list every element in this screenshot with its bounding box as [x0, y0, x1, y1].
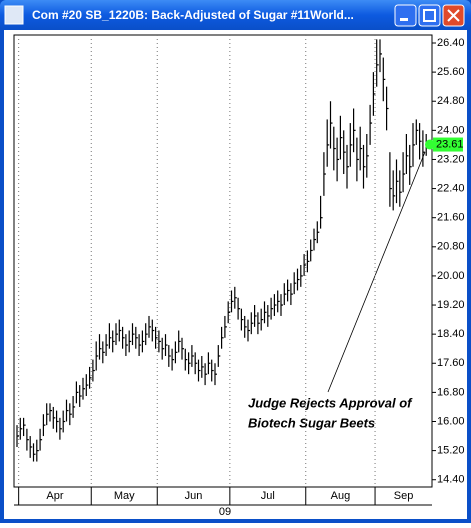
y-tick-label: 22.40	[437, 182, 465, 194]
maximize-icon	[423, 9, 436, 22]
close-icon	[447, 9, 460, 22]
y-tick-label: 15.20	[437, 445, 465, 457]
last-price-dot	[425, 139, 435, 150]
y-tick-label: 24.00	[437, 124, 465, 136]
y-tick-label: 20.00	[437, 270, 465, 282]
annotation-line: Judge Rejects Approval of	[248, 395, 413, 410]
annotation-arrow	[327, 151, 426, 393]
x-tick-label: Jun	[185, 490, 203, 502]
y-tick-label: 20.80	[437, 241, 465, 253]
y-tick-label: 21.60	[437, 212, 465, 224]
plot-frame	[13, 34, 433, 488]
window-title: Com #20 SB_1220B: Back-Adjusted of Sugar…	[32, 8, 354, 22]
y-tick-label: 19.20	[437, 299, 465, 311]
x-tick-label: Jul	[261, 490, 275, 502]
y-tick-label: 17.60	[437, 357, 465, 369]
maximize-button[interactable]	[418, 4, 441, 27]
last-price-label: 23.61	[436, 138, 464, 150]
x-tick-label: Apr	[46, 490, 63, 502]
annotation-line: Biotech Sugar Beets	[248, 415, 375, 430]
window-icon	[4, 5, 24, 25]
y-tick-label: 16.00	[437, 415, 465, 427]
y-tick-label: 23.20	[437, 153, 465, 165]
minimize-icon	[400, 18, 408, 21]
x-tick-label: May	[114, 490, 135, 502]
minimize-button[interactable]	[394, 4, 417, 27]
y-tick-label: 25.60	[437, 66, 465, 78]
x-tick-label: Sep	[394, 490, 414, 502]
chart-area	[4, 30, 467, 519]
y-tick-label: 26.40	[437, 37, 465, 49]
x-tick-label: Aug	[331, 490, 351, 502]
last-price-tag	[433, 137, 463, 152]
title-bar	[0, 0, 471, 30]
y-tick-label: 18.40	[437, 328, 465, 340]
y-tick-label: 24.80	[437, 95, 465, 107]
year-label: 09	[219, 506, 231, 518]
y-tick-label: 14.40	[437, 474, 465, 486]
y-tick-label: 16.80	[437, 386, 465, 398]
